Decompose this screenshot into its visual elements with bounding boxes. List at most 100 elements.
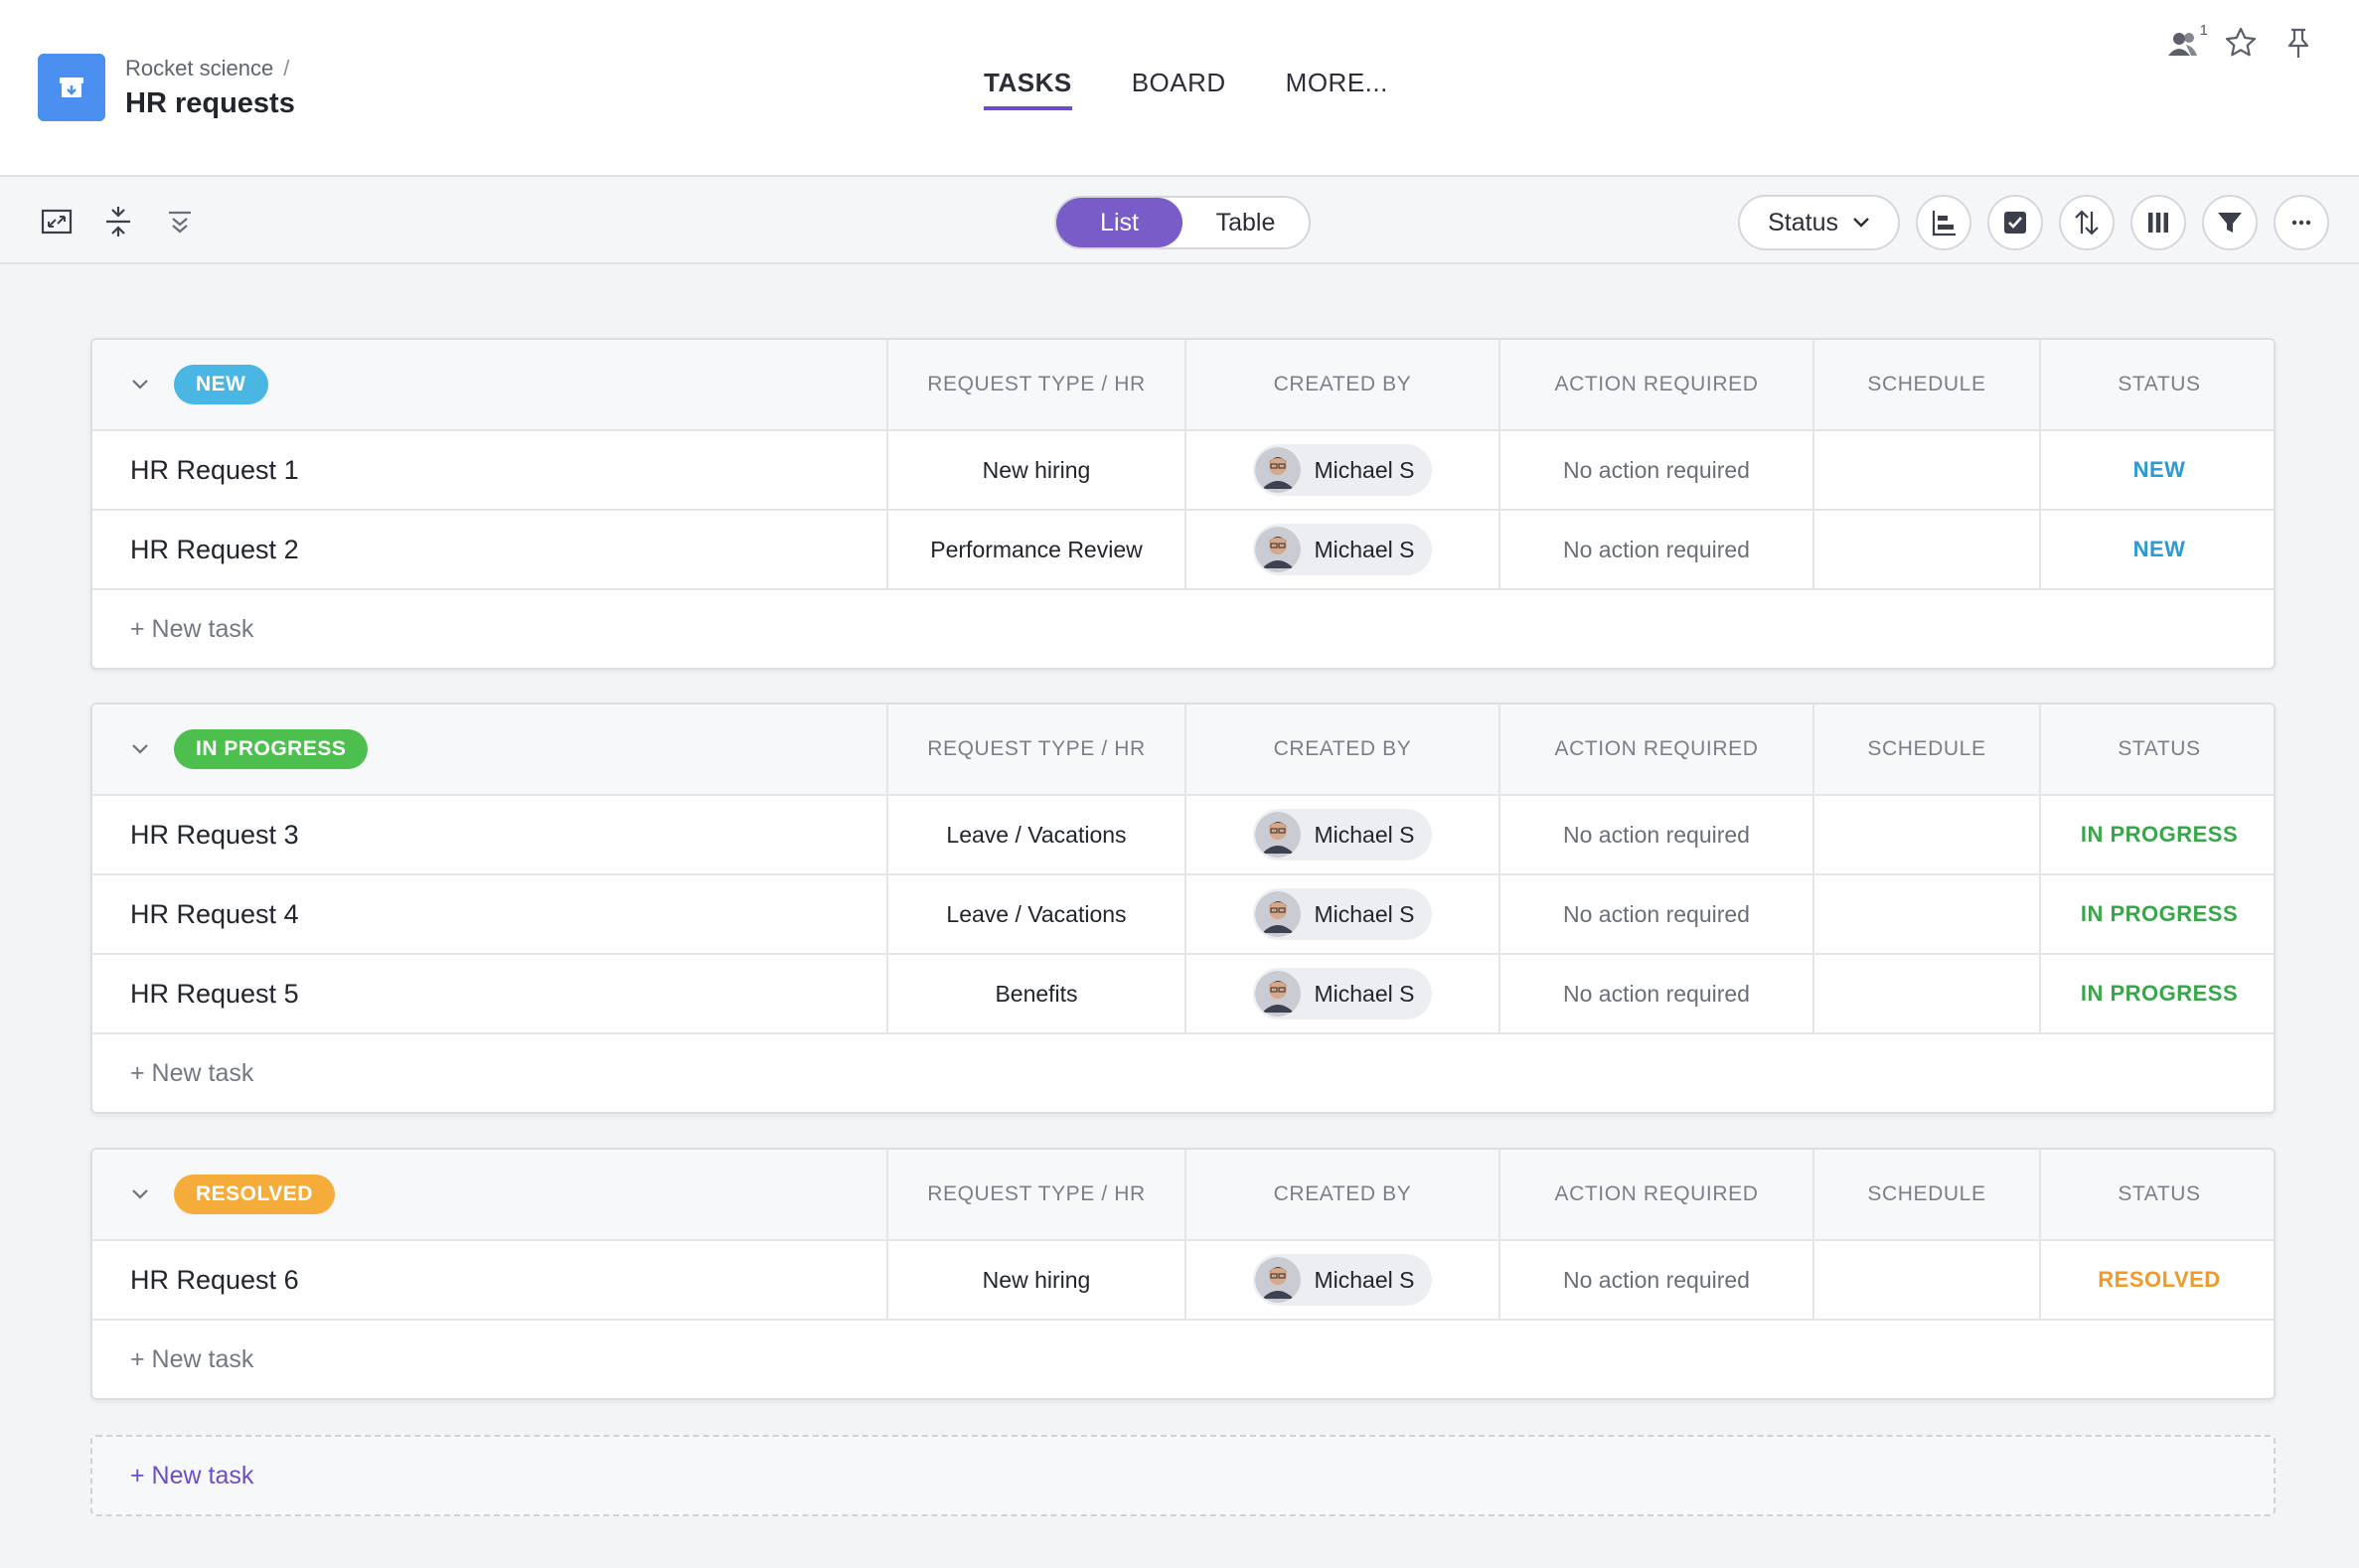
more-button[interactable] (2274, 195, 2329, 250)
new-task-row[interactable]: + New task (92, 590, 2274, 668)
table-row[interactable]: HR Request 6 New hiring Michael S No act… (92, 1241, 2274, 1321)
action-required: No action required (1563, 900, 1750, 927)
col-created-by[interactable]: CREATED BY (1184, 705, 1498, 794)
filter-button[interactable] (2202, 195, 2258, 250)
col-created-by[interactable]: CREATED BY (1184, 1150, 1498, 1239)
status-badge[interactable]: RESOLVED (2098, 1267, 2221, 1292)
avatar (1254, 1257, 1301, 1303)
schedule-cell[interactable] (1812, 955, 2039, 1032)
status-badge[interactable]: IN PROGRESS (2080, 981, 2239, 1006)
tab-more[interactable]: MORE... (1285, 68, 1388, 97)
table-view-button[interactable]: Table (1215, 208, 1276, 236)
tab-board[interactable]: BOARD (1131, 68, 1226, 97)
col-status[interactable]: STATUS (2039, 705, 2274, 794)
members-count: 1 (2199, 22, 2208, 39)
sort-button[interactable] (2059, 195, 2115, 250)
col-status[interactable]: STATUS (2039, 340, 2274, 429)
group-pill[interactable]: NEW (174, 365, 268, 404)
col-schedule[interactable]: SCHEDULE (1812, 1150, 2039, 1239)
view-tabs: TASKS BOARD MORE... (984, 68, 1448, 110)
col-request-type[interactable]: REQUEST TYPE / HR (886, 1150, 1184, 1239)
add-task-button[interactable]: + New task (130, 1461, 254, 1490)
action-required: No action required (1563, 536, 1750, 562)
schedule-cell[interactable] (1812, 796, 2039, 873)
new-task-row[interactable]: + New task (92, 1034, 2274, 1112)
col-request-type[interactable]: REQUEST TYPE / HR (886, 340, 1184, 429)
assignee-chip[interactable]: Michael S (1252, 888, 1433, 940)
members-icon[interactable]: 1 (2166, 22, 2208, 60)
schedule-cell[interactable] (1812, 875, 2039, 953)
group-by-dropdown[interactable]: Status (1738, 195, 1900, 250)
view-switch: List Table (1054, 196, 1311, 249)
chevron-down-icon[interactable] (130, 1188, 150, 1200)
new-task-button[interactable]: + New task (130, 1058, 254, 1087)
table-row[interactable]: HR Request 4 Leave / Vacations Michael S… (92, 875, 2274, 955)
table-row[interactable]: HR Request 2 Performance Review Michael … (92, 511, 2274, 590)
task-name[interactable]: HR Request 3 (130, 819, 299, 850)
task-name[interactable]: HR Request 4 (130, 898, 299, 929)
request-type: New hiring (982, 456, 1091, 483)
assignee-name: Michael S (1314, 536, 1415, 562)
action-required: No action required (1563, 821, 1750, 848)
expand-icon[interactable] (40, 205, 74, 238)
status-badge[interactable]: IN PROGRESS (2080, 901, 2239, 926)
request-type: Performance Review (930, 536, 1143, 562)
status-badge[interactable]: IN PROGRESS (2080, 822, 2239, 847)
checkbox-button[interactable] (1987, 195, 2043, 250)
assignee-chip[interactable]: Michael S (1252, 809, 1433, 861)
columns-button[interactable] (2130, 195, 2186, 250)
status-badge[interactable]: NEW (2132, 457, 2186, 482)
new-task-button[interactable]: + New task (130, 1344, 254, 1373)
collapse-groups-icon[interactable] (163, 205, 197, 238)
star-icon[interactable] (2224, 26, 2258, 60)
col-schedule[interactable]: SCHEDULE (1812, 340, 2039, 429)
assignee-chip[interactable]: Michael S (1252, 524, 1433, 575)
task-name[interactable]: HR Request 6 (130, 1264, 299, 1295)
table-row[interactable]: HR Request 3 Leave / Vacations Michael S… (92, 796, 2274, 875)
col-action-required[interactable]: ACTION REQUIRED (1498, 1150, 1812, 1239)
task-name[interactable]: HR Request 2 (130, 534, 299, 564)
assignee-chip[interactable]: Michael S (1252, 444, 1433, 496)
chevron-down-icon[interactable] (130, 379, 150, 391)
group-pill[interactable]: RESOLVED (174, 1175, 335, 1214)
schedule-cell[interactable] (1812, 1241, 2039, 1319)
project-icon[interactable] (38, 54, 105, 121)
status-badge[interactable]: NEW (2132, 537, 2186, 561)
task-name[interactable]: HR Request 5 (130, 978, 299, 1009)
add-task-area[interactable]: + New task (90, 1435, 2276, 1516)
new-task-row[interactable]: + New task (92, 1321, 2274, 1398)
pin-icon[interactable] (2281, 26, 2315, 60)
col-request-type[interactable]: REQUEST TYPE / HR (886, 705, 1184, 794)
more-icon (2291, 220, 2311, 226)
new-task-button[interactable]: + New task (130, 614, 254, 643)
schedule-cell[interactable] (1812, 511, 2039, 588)
action-required: No action required (1563, 980, 1750, 1007)
collapse-rows-icon[interactable] (101, 205, 135, 238)
toolbar: List Table Status (0, 179, 2359, 264)
group-pill[interactable]: IN PROGRESS (174, 729, 369, 769)
chevron-down-icon[interactable] (130, 743, 150, 755)
table-row[interactable]: HR Request 1 New hiring Michael S No act… (92, 431, 2274, 511)
page-header: Rocket science / HR requests TASKS BOARD … (0, 0, 2359, 177)
gantt-button[interactable] (1916, 195, 1971, 250)
breadcrumb[interactable]: Rocket science / (125, 56, 290, 80)
col-status[interactable]: STATUS (2039, 1150, 2274, 1239)
table-row[interactable]: HR Request 5 Benefits Michael S No actio… (92, 955, 2274, 1034)
col-action-required[interactable]: ACTION REQUIRED (1498, 705, 1812, 794)
schedule-cell[interactable] (1812, 431, 2039, 509)
sort-icon (2075, 210, 2099, 235)
col-action-required[interactable]: ACTION REQUIRED (1498, 340, 1812, 429)
tab-tasks[interactable]: TASKS (984, 68, 1072, 110)
task-name[interactable]: HR Request 1 (130, 454, 299, 485)
col-schedule[interactable]: SCHEDULE (1812, 705, 2039, 794)
header-actions: 1 (2166, 22, 2315, 60)
assignee-chip[interactable]: Michael S (1252, 968, 1433, 1019)
group-new: NEW REQUEST TYPE / HR CREATED BY ACTION … (90, 338, 2276, 670)
group-header: NEW REQUEST TYPE / HR CREATED BY ACTION … (92, 340, 2274, 431)
col-created-by[interactable]: CREATED BY (1184, 340, 1498, 429)
list-view-button[interactable]: List (1056, 198, 1182, 247)
action-required: No action required (1563, 1266, 1750, 1293)
avatar (1254, 527, 1301, 572)
group-header: IN PROGRESS REQUEST TYPE / HR CREATED BY… (92, 705, 2274, 796)
assignee-chip[interactable]: Michael S (1252, 1254, 1433, 1306)
